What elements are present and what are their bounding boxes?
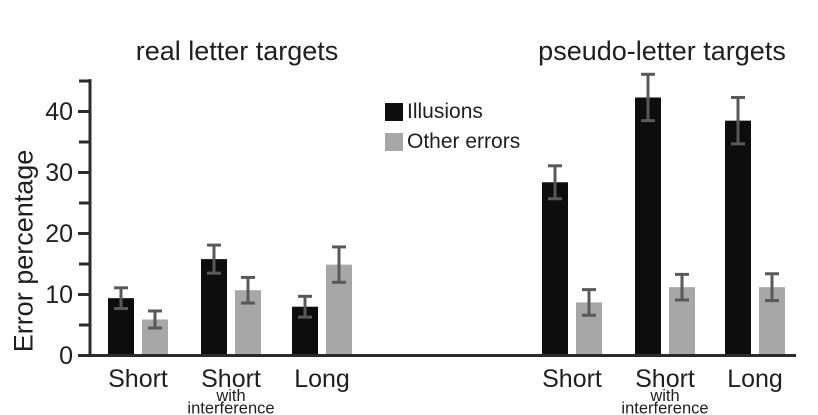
legend-item-other-errors: Other errors bbox=[385, 129, 521, 153]
x-category-label-panel1-cond1-line1: Short bbox=[108, 365, 168, 393]
y-tick-label-40: 40 bbox=[45, 98, 73, 126]
bar-illusions-panel2-cond3 bbox=[725, 120, 751, 357]
legend-swatch-other-errors bbox=[385, 132, 403, 151]
legend: Illusions Other errors bbox=[385, 99, 521, 162]
y-tick-label-30: 30 bbox=[45, 159, 73, 187]
bar-illusions-panel1-cond2 bbox=[201, 259, 227, 357]
panel-title-real-letter-targets: real letter targets bbox=[135, 36, 339, 66]
x-category-label-panel2-cond2-line1: Short bbox=[635, 365, 695, 393]
x-category-label-panel1-cond2-line1: Short bbox=[201, 365, 261, 393]
legend-swatch-illusions bbox=[385, 102, 403, 121]
bar-illusions-panel2-cond2 bbox=[635, 97, 661, 357]
y-tick-label-20: 20 bbox=[45, 220, 73, 248]
x-category-label-panel2-cond2-line3: interference bbox=[621, 400, 708, 415]
x-category-label-panel1-cond2-line2: with bbox=[215, 387, 245, 405]
x-category-label-panel1-cond3-line1: Long bbox=[294, 365, 350, 393]
bar-illusions-panel2-cond1 bbox=[542, 182, 568, 357]
legend-label-illusions: Illusions bbox=[407, 99, 483, 123]
panel-title-pseudo-letter-targets: pseudo-letter targets bbox=[538, 36, 786, 66]
legend-label-other-errors: Other errors bbox=[407, 129, 521, 153]
y-tick-label-10: 10 bbox=[45, 281, 73, 309]
x-category-label-panel2-cond1-line1: Short bbox=[542, 365, 602, 393]
legend-item-illusions: Illusions bbox=[385, 99, 520, 123]
x-category-label-panel2-cond2-line2: with bbox=[649, 387, 679, 405]
y-tick-label-0: 0 bbox=[59, 342, 73, 370]
x-category-label-panel1-cond2-line3: interference bbox=[187, 400, 274, 415]
x-category-label-panel2-cond3-line1: Long bbox=[727, 365, 783, 393]
